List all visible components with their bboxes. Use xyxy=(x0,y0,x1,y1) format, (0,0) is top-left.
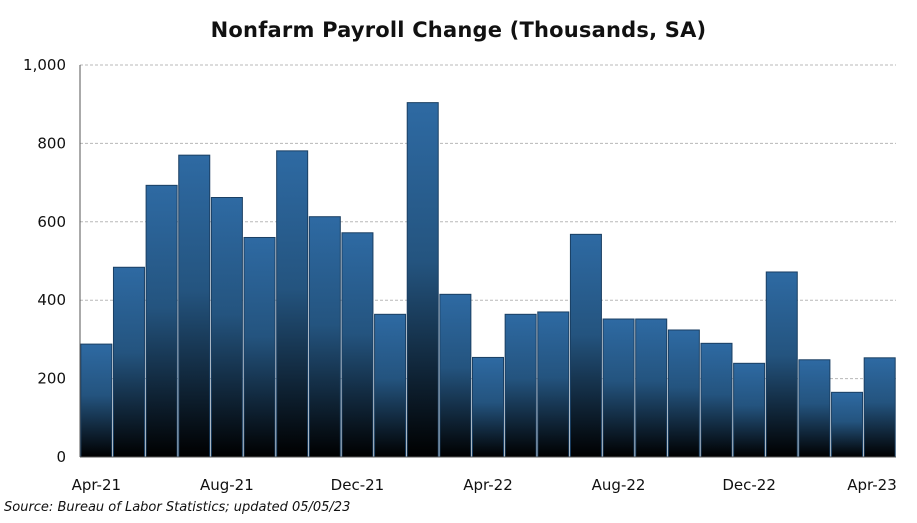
y-tick-label: 1,000 xyxy=(23,56,66,74)
bar-Jul-22 xyxy=(569,233,602,458)
bar-Apr-21 xyxy=(80,343,113,458)
axes xyxy=(79,65,896,458)
y-tick-label: 400 xyxy=(37,291,66,309)
bar-Aug-21 xyxy=(210,197,243,458)
bar-Jan-22 xyxy=(374,313,407,458)
chart-title: Nonfarm Payroll Change (Thousands, SA) xyxy=(210,18,707,42)
x-tick-label: Aug-22 xyxy=(592,476,646,494)
bar-Aug-22 xyxy=(602,318,635,458)
bar-Jun-21 xyxy=(145,184,178,458)
bar-Feb-22 xyxy=(406,102,439,458)
bar-Dec-22 xyxy=(733,362,766,458)
y-tick-label: 800 xyxy=(37,134,66,152)
x-tick-labels: Apr-21 Aug-21 Dec-21 Apr-22 Aug-22 Dec-22 Apr-… xyxy=(72,476,897,494)
x-tick-label: Apr-22 xyxy=(463,476,513,494)
bar-Dec-21 xyxy=(341,232,374,458)
x-tick-label: Dec-21 xyxy=(331,476,385,494)
bar-Feb-23 xyxy=(798,359,831,458)
bar-Apr-22 xyxy=(472,356,505,458)
bar-May-22 xyxy=(504,313,537,458)
x-tick-label: Dec-22 xyxy=(722,476,776,494)
source-note: Source: Bureau of Labor Statistics; upda… xyxy=(4,500,351,515)
bar-May-21 xyxy=(112,266,145,458)
y-tick-label: 0 xyxy=(56,448,66,466)
bar-Nov-21 xyxy=(308,216,341,458)
bar-Jan-23 xyxy=(765,271,798,458)
x-tick-label: Apr-21 xyxy=(72,476,122,494)
bars xyxy=(80,102,896,458)
bar-Sep-22 xyxy=(635,318,668,458)
bar-Jun-22 xyxy=(537,311,570,458)
bar-Mar-23 xyxy=(831,391,864,458)
y-tick-label: 200 xyxy=(37,370,66,388)
x-tick-label: Aug-21 xyxy=(200,476,254,494)
y-tick-label: 600 xyxy=(37,213,66,231)
bar-Sep-21 xyxy=(243,236,276,458)
bar-Mar-22 xyxy=(439,293,472,458)
bar-Nov-22 xyxy=(700,342,733,458)
bar-Apr-23 xyxy=(863,357,896,458)
bar-Jul-21 xyxy=(178,154,211,458)
x-tick-label: Apr-23 xyxy=(847,476,897,494)
y-tick-labels: 0 200 400 600 800 1,000 xyxy=(23,56,66,466)
bar-Oct-21 xyxy=(276,150,309,458)
bar-Oct-22 xyxy=(667,329,700,458)
